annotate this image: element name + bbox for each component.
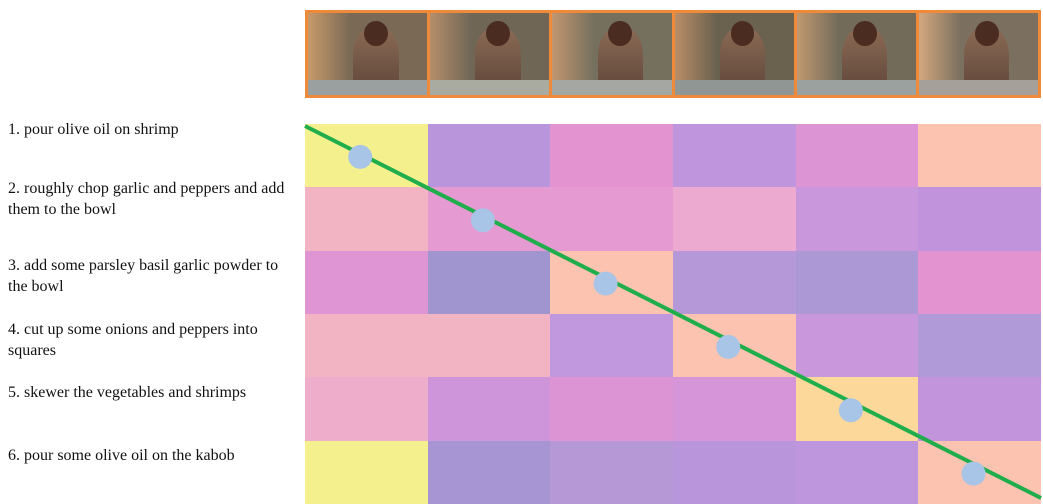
- heatmap-cell-r3-c5: [795, 250, 919, 314]
- alignment-point-5: [838, 398, 863, 423]
- step-5-text: 5. skewer the vegetables and shrimps: [8, 384, 247, 401]
- alignment-point-1: [348, 144, 373, 169]
- heatmap-cell-r3-c6: [918, 250, 1041, 314]
- heatmap-cell-r1-c5: [795, 124, 919, 188]
- alignment-overlay: [304, 124, 1042, 500]
- heatmap-cell-r5-c6: [918, 377, 1041, 441]
- heatmap-cell-r1-c4: [672, 124, 796, 188]
- heatmap-cell-r4-c3: [550, 313, 673, 378]
- video-frame-1: [308, 13, 428, 95]
- step-4-text: 4. cut up some onions and peppers into s…: [8, 321, 258, 359]
- video-filmstrip: [305, 10, 1041, 98]
- video-frame-5: [796, 13, 916, 95]
- alignment-point-4: [716, 334, 741, 359]
- heatmap-cell-r5-c2: [427, 377, 551, 441]
- step-1-text: 1. pour olive oil on shrimp: [8, 121, 179, 138]
- heatmap-cell-r6-c5: [795, 440, 919, 504]
- heatmap-cell-r6-c1: [305, 440, 428, 504]
- heatmap-cell-r5-c4: [672, 377, 796, 441]
- heatmap-cell-r2-c5: [795, 187, 919, 251]
- heatmap-cell-r4-c2: [427, 313, 551, 378]
- heatmap-cell-r5-c3: [550, 377, 673, 441]
- heatmap-cell-r6-c2: [427, 440, 551, 504]
- heatmap-cell-r3-c4: [672, 250, 796, 314]
- heatmap-cell-r2-c1: [305, 187, 428, 251]
- heatmap-cell-r6-c4: [672, 440, 796, 504]
- heatmap-cell-r4-c5: [795, 313, 919, 378]
- alignment-point-6: [961, 461, 986, 486]
- heatmap-cell-r5-c1: [305, 377, 428, 441]
- heatmap-cell-r4-c1: [305, 313, 428, 378]
- heatmap-cell-r2-c3: [550, 187, 673, 251]
- step-2-text: 2. roughly chop garlic and peppers and a…: [8, 180, 285, 218]
- video-frame-2: [430, 13, 550, 95]
- alignment-line: [304, 124, 1042, 500]
- alignment-point-2: [470, 208, 495, 233]
- heatmap-cell-r3-c1: [305, 250, 428, 314]
- video-frame-6: [918, 13, 1039, 95]
- heatmap-cell-r1-c2: [427, 124, 551, 188]
- heatmap-cell-r1-c3: [550, 124, 673, 188]
- heatmap-cell-r2-c4: [672, 187, 796, 251]
- step-6-text: 6. pour some olive oil on the kabob: [8, 447, 235, 464]
- video-frame-3: [552, 13, 672, 95]
- alignment-matrix: [304, 124, 1042, 504]
- alignment-point-3: [593, 271, 618, 296]
- step-3-text: 3. add some parsley basil garlic powder …: [8, 257, 279, 295]
- video-frame-4: [674, 13, 794, 95]
- heatmap-cell-r4-c6: [918, 313, 1041, 378]
- heatmap-cell-r6-c3: [550, 440, 673, 504]
- heatmap-cell-r1-c6: [918, 124, 1041, 188]
- heatmap-cell-r3-c2: [427, 250, 551, 314]
- heatmap-cell-r2-c6: [918, 187, 1041, 251]
